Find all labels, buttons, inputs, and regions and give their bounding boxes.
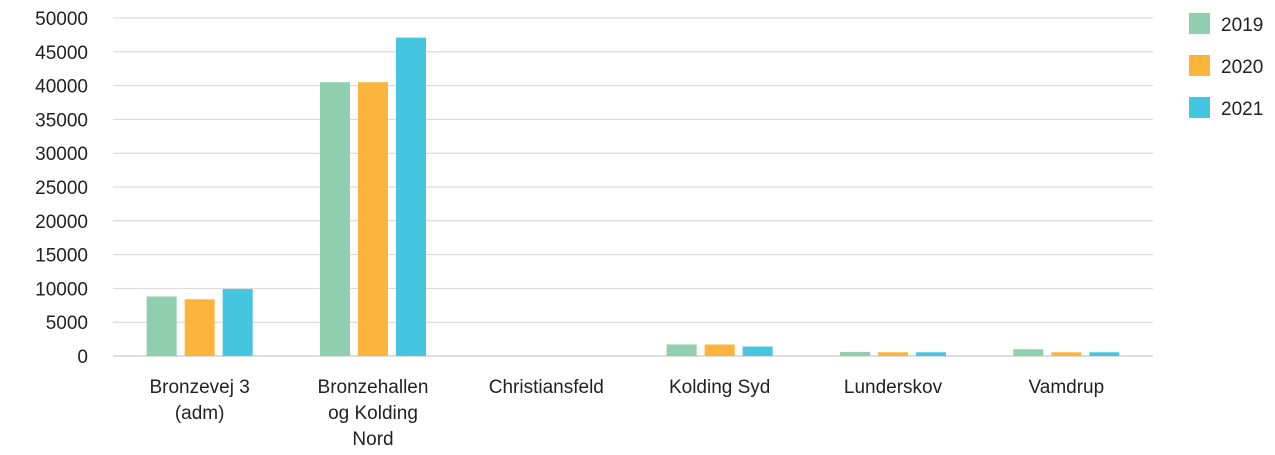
x-category-label-line: Vamdrup bbox=[1028, 377, 1104, 398]
bar-2019 bbox=[1013, 349, 1044, 356]
gridlines bbox=[113, 17, 1153, 357]
y-tick-label: 50000 bbox=[35, 9, 88, 30]
y-tick-label: 20000 bbox=[35, 212, 88, 233]
y-tick-label: 35000 bbox=[35, 110, 88, 131]
legend: 2019 2020 2021 bbox=[1189, 13, 1263, 120]
bar-2019 bbox=[320, 82, 350, 356]
x-category-label: Kolding Syd bbox=[669, 377, 770, 398]
bars bbox=[146, 37, 1120, 356]
y-tick-label: 15000 bbox=[35, 246, 88, 267]
x-category-label-line: Lunderskov bbox=[844, 377, 943, 398]
x-category-label: Bronzehallen og Kolding Nord bbox=[318, 377, 429, 450]
x-category-label: Bronzevej 3 (adm) bbox=[149, 377, 249, 424]
x-axis-category-labels: Bronzevej 3 (adm) Bronzehallen og Kolding No… bbox=[149, 377, 1104, 450]
bar-2021 bbox=[222, 289, 253, 356]
bar-2020 bbox=[878, 352, 908, 356]
y-tick-label: 25000 bbox=[35, 178, 88, 199]
bar-2021 bbox=[916, 352, 946, 356]
y-tick-label: 40000 bbox=[35, 77, 88, 98]
bar-2019 bbox=[666, 344, 697, 356]
x-category-label-line: Bronzevej 3 bbox=[149, 377, 249, 398]
bar-2020 bbox=[184, 299, 215, 356]
x-category-label-line: Nord bbox=[352, 429, 393, 450]
legend-swatch-2020 bbox=[1189, 55, 1210, 76]
y-tick-label: 0 bbox=[77, 347, 88, 368]
x-category-label-line: (adm) bbox=[175, 403, 225, 424]
legend-label-2019: 2019 bbox=[1221, 15, 1263, 36]
y-tick-label: 30000 bbox=[35, 144, 88, 165]
bar-2020 bbox=[1051, 352, 1082, 356]
x-category-label-line: Bronzehallen bbox=[318, 377, 429, 398]
x-category-label: Lunderskov bbox=[844, 377, 943, 398]
bar-2019 bbox=[840, 351, 870, 356]
y-tick-label: 5000 bbox=[46, 313, 88, 334]
x-category-label: Vamdrup bbox=[1028, 377, 1104, 398]
legend-label-2020: 2020 bbox=[1221, 57, 1263, 78]
legend-label-2021: 2021 bbox=[1221, 99, 1263, 120]
bar-2021 bbox=[396, 37, 426, 356]
x-category-label-line: Christiansfeld bbox=[489, 377, 604, 398]
bar-2020 bbox=[358, 82, 388, 356]
bar-2021 bbox=[742, 346, 773, 356]
legend-swatch-2019 bbox=[1189, 13, 1210, 34]
y-tick-label: 10000 bbox=[35, 279, 88, 300]
x-category-label: Christiansfeld bbox=[489, 377, 604, 398]
x-category-label-line: og Kolding bbox=[328, 403, 418, 424]
y-tick-label: 45000 bbox=[35, 43, 88, 64]
bar-2019 bbox=[146, 296, 177, 356]
x-category-label-line: Kolding Syd bbox=[669, 377, 770, 398]
bar-2021 bbox=[1089, 352, 1120, 356]
y-axis-tick-labels: 0 5000 10000 15000 20000 25000 30000 35000 40000… bbox=[35, 9, 88, 368]
bar-2020 bbox=[704, 344, 735, 356]
legend-swatch-2021 bbox=[1189, 97, 1210, 118]
